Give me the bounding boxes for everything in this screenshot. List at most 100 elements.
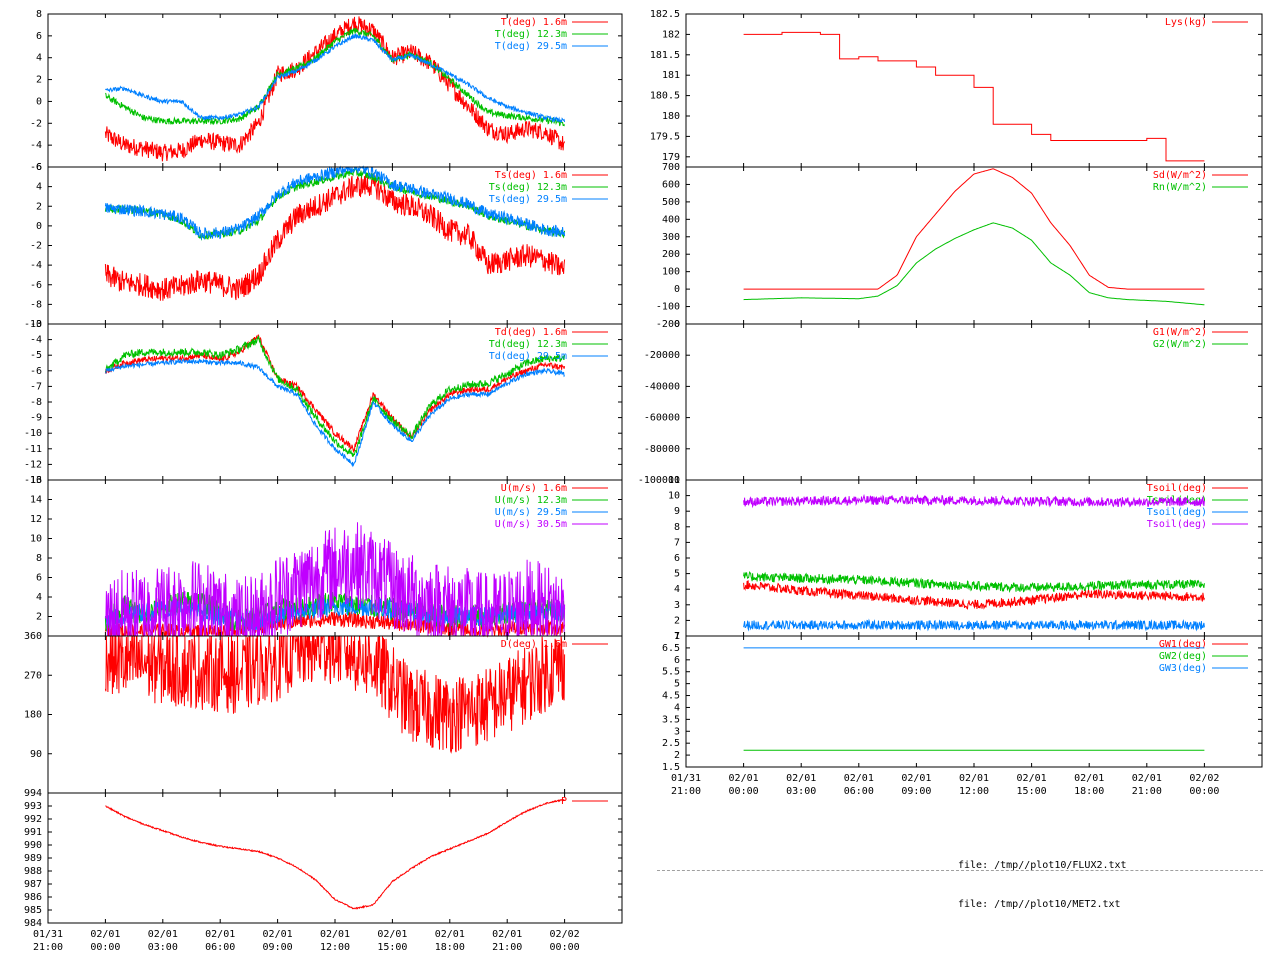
- y-tick-label-groundwater: 2: [674, 750, 680, 761]
- y-tick-label-radiation: 700: [662, 162, 680, 173]
- file-path-flux: file: /tmp//plot10/FLUX2.txt: [958, 860, 1127, 871]
- y-tick-label-groundwater: 5.5: [662, 667, 680, 678]
- y-tick-label-groundwater: 1.5: [662, 762, 680, 773]
- legend-label-wind-speed-2: U(m/s) 29.5m: [495, 507, 567, 518]
- legend-label-groundwater-1: GW2(deg): [1159, 651, 1207, 662]
- x-tick-date-pressure: 02/01: [435, 929, 465, 940]
- y-tick-label-sonic-temp: 4: [36, 182, 42, 193]
- legend-label-pressure-0: P: [561, 796, 567, 807]
- y-tick-label-soil-temp: 5: [674, 569, 680, 580]
- x-tick-time-groundwater: 03:00: [786, 786, 816, 797]
- y-tick-label-soil-temp: 4: [674, 584, 680, 595]
- y-tick-label-air-temp: 2: [36, 75, 42, 86]
- series-line-air-temp-0: [104, 16, 566, 162]
- y-tick-label-groundwater: 6.5: [662, 643, 680, 654]
- panel-pressure: P 984 985 986 987 988 989 990 991 992 993 994 01/31 2…: [24, 788, 623, 953]
- x-tick-time-groundwater: 09:00: [901, 786, 931, 797]
- panel-radiation: Sd(W/m^2)Rn(W/m^2) -200 -100 0 100 200 300 400 5…: [656, 162, 1263, 330]
- y-tick-label-dew-point: -8: [30, 397, 42, 408]
- x-tick-time-groundwater: 06:00: [844, 786, 874, 797]
- y-tick-label-ground-flux: -60000: [644, 413, 680, 424]
- y-tick-label-ground-flux: -100000: [638, 475, 680, 486]
- y-tick-label-sonic-temp: 6: [36, 162, 42, 173]
- legend-label-dew-point-1: Td(deg) 12.3m: [489, 339, 567, 350]
- y-tick-label-dew-point: -10: [24, 428, 42, 439]
- legend-label-ground-flux-1: G2(W/m^2): [1153, 339, 1207, 350]
- series-line-soil-temp-3: [743, 493, 1205, 509]
- series-line-soil-temp-1: [743, 570, 1205, 594]
- separator-line: [657, 870, 1263, 871]
- y-tick-label-dew-point: -6: [30, 366, 42, 377]
- y-tick-label-pressure: 994: [24, 788, 42, 799]
- frame-lysimeter: [685, 13, 1263, 168]
- y-tick-label-pressure: 991: [24, 827, 42, 838]
- y-tick-label-sonic-temp: 0: [36, 221, 42, 232]
- y-tick-label-ground-flux: -20000: [644, 350, 680, 361]
- y-tick-label-pressure: 989: [24, 853, 42, 864]
- legend-label-sonic-temp-0: Ts(deg) 1.6m: [495, 170, 567, 181]
- legend-label-wind-speed-3: U(m/s) 30.5m: [495, 519, 567, 530]
- frame-groundwater: [685, 635, 1263, 768]
- y-tick-label-lysimeter: 182: [662, 29, 680, 40]
- y-tick-label-wind-direction: 90: [30, 749, 42, 760]
- x-tick-date-groundwater: 02/01: [1074, 773, 1104, 784]
- legend-label-air-temp-2: T(deg) 29.5m: [495, 41, 567, 52]
- legend-label-radiation-0: Sd(W/m^2): [1153, 170, 1207, 181]
- y-tick-label-radiation: 300: [662, 232, 680, 243]
- legend-label-dew-point-2: Td(deg) 29.5m: [489, 351, 567, 362]
- legend-label-wind-speed-1: U(m/s) 12.3m: [495, 495, 567, 506]
- y-tick-label-air-temp: -6: [30, 162, 42, 173]
- y-tick-label-radiation: 0: [674, 284, 680, 295]
- y-tick-label-groundwater: 6: [674, 655, 680, 666]
- file-list: file: /tmp//plot10/FLUX2.txt file: /tmp/…: [958, 833, 1127, 924]
- y-tick-label-radiation: 400: [662, 214, 680, 225]
- series-line-soil-temp-0: [743, 580, 1205, 610]
- x-tick-time-pressure: 12:00: [320, 942, 350, 953]
- panel-soil-temp: Tsoil(deg)Tsoil(deg)Tsoil(deg)Tsoil(deg)…: [668, 475, 1263, 642]
- panel-ground-flux: G1(W/m^2)G2(W/m^2) -100000 -80000 -60000 -40…: [638, 319, 1263, 486]
- legend-label-soil-temp-2: Tsoil(deg): [1147, 507, 1207, 518]
- x-tick-date-pressure: 02/01: [205, 929, 235, 940]
- y-tick-label-soil-temp: 2: [674, 615, 680, 626]
- y-tick-label-wind-direction: 180: [24, 710, 42, 721]
- y-tick-label-pressure: 984: [24, 918, 42, 929]
- panel-lysimeter: Lys(kg) 179 179.5 180 180.5 181 181.5 182 182.5: [650, 9, 1263, 168]
- y-tick-label-pressure: 987: [24, 879, 42, 890]
- x-tick-time-groundwater: 21:00: [1132, 786, 1162, 797]
- y-tick-label-radiation: 600: [662, 179, 680, 190]
- y-tick-label-soil-temp: 3: [674, 600, 680, 611]
- y-tick-label-sonic-temp: -4: [30, 260, 42, 271]
- x-tick-date-pressure: 02/01: [320, 929, 350, 940]
- y-tick-label-pressure: 992: [24, 814, 42, 825]
- y-tick-label-soil-temp: 10: [668, 491, 680, 502]
- y-tick-label-soil-temp: 9: [674, 506, 680, 517]
- x-tick-time-pressure: 15:00: [377, 942, 407, 953]
- y-tick-label-wind-direction: 270: [24, 670, 42, 681]
- legend-label-sonic-temp-2: Ts(deg) 29.5m: [489, 194, 567, 205]
- y-tick-label-wind-speed: 4: [36, 592, 42, 603]
- x-tick-time-pressure: 00:00: [90, 942, 120, 953]
- y-tick-label-groundwater: 3.5: [662, 714, 680, 725]
- y-tick-label-pressure: 990: [24, 840, 42, 851]
- x-tick-date-groundwater: 02/01: [901, 773, 931, 784]
- series-line-dew-point-2: [104, 357, 565, 468]
- x-tick-date-pressure: 01/31: [33, 929, 63, 940]
- y-tick-label-wind-speed: 14: [30, 495, 42, 506]
- legend-label-air-temp-0: T(deg) 1.6m: [501, 17, 567, 28]
- y-tick-label-pressure: 985: [24, 905, 42, 916]
- y-tick-label-soil-temp: 6: [674, 553, 680, 564]
- y-tick-label-soil-temp: 8: [674, 522, 680, 533]
- series-line-air-temp-2: [105, 33, 566, 123]
- y-tick-label-dew-point: -4: [30, 335, 42, 346]
- y-tick-label-radiation: 200: [662, 249, 680, 260]
- legend-label-wind-speed-0: U(m/s) 1.6m: [501, 483, 567, 494]
- y-tick-label-wind-speed: 12: [30, 514, 42, 525]
- x-tick-time-pressure: 21:00: [492, 942, 522, 953]
- y-tick-label-radiation: -200: [656, 319, 680, 330]
- y-tick-label-dew-point: -11: [24, 444, 42, 455]
- panel-air-temp: T(deg) 1.6mT(deg) 12.3mT(deg) 29.5m -6 -4 -…: [30, 9, 623, 173]
- y-tick-label-air-temp: -2: [30, 118, 42, 129]
- panel-groundwater: GW1(deg)GW2(deg)GW3(deg)1.522.533.544.55…: [662, 631, 1263, 797]
